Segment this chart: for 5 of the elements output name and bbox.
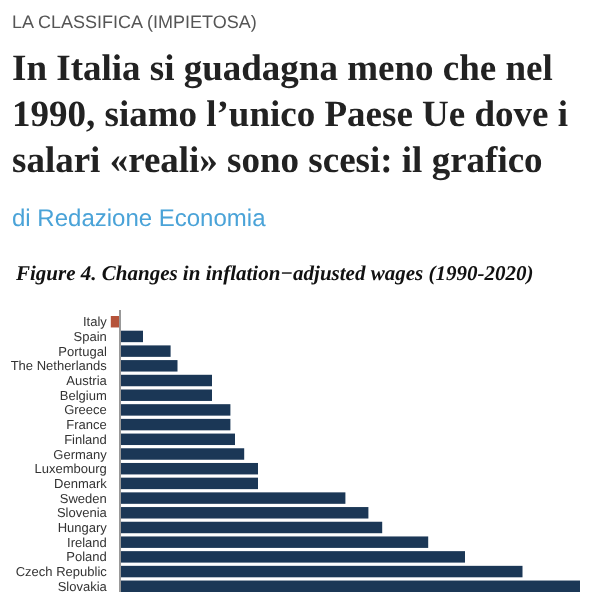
text: LA CLASSIFICA (IMPIETOSA) xyxy=(12,12,257,32)
bar xyxy=(120,580,580,592)
text: di Redazione Economia xyxy=(12,204,267,232)
chart-title: In Italia si guadagna meno che nel 1990, siamo l’unico Paese Ue dove i salari «reali» sono scesi: il grafico xyxy=(12,50,568,182)
chart-subtitle: Figure 4. Changes in inflation−adjusted wages (1990-2020) xyxy=(14,264,534,286)
